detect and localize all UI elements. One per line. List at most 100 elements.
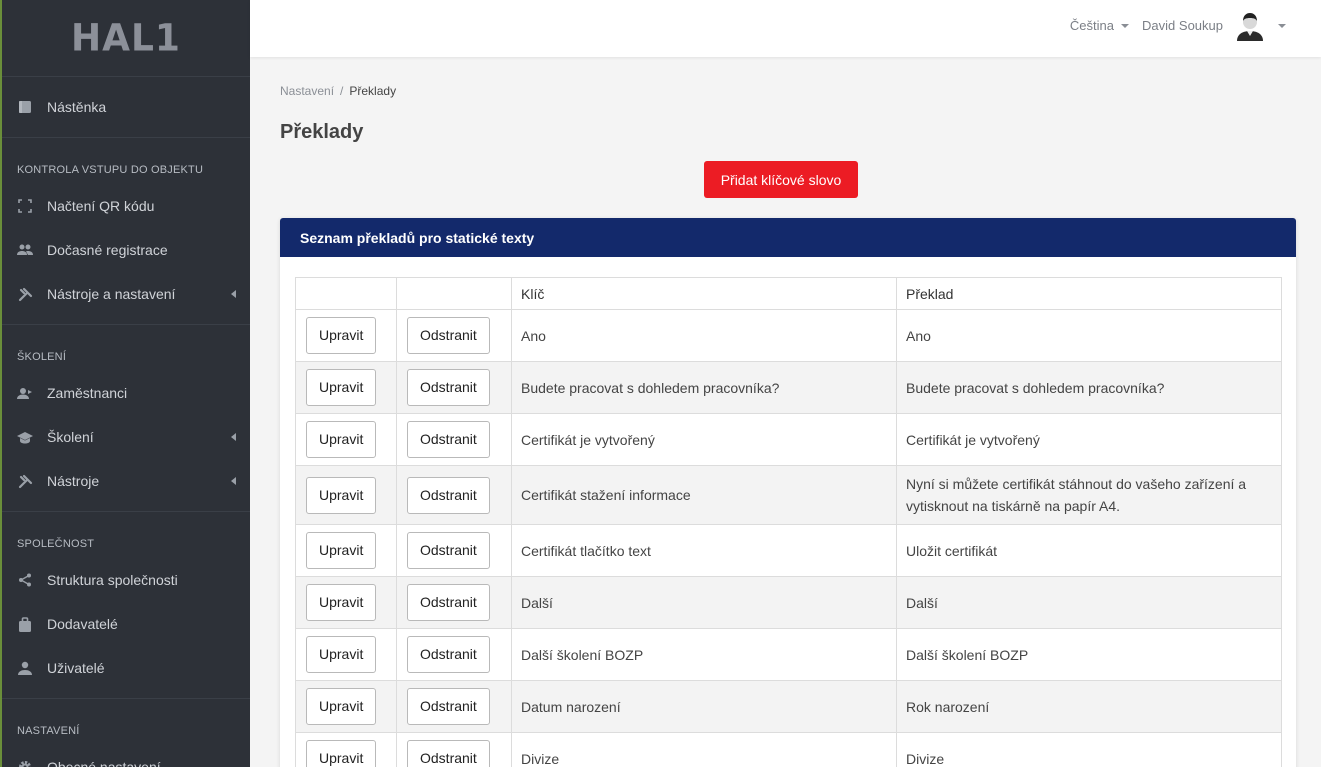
translations-table-wrap: Klíč Překlad Upravit Odstranit Ano Ano Uprav… [295,277,1282,767]
delete-cell: Odstranit [396,413,512,466]
edit-cell: Upravit [295,576,397,629]
delete-cell: Odstranit [396,576,512,629]
column-header-translation: Překlad [896,277,1282,310]
table-row: Upravit Odstranit Certifikát je vytvořený C… [295,413,1282,466]
translation-cell: Rok narození [896,680,1282,733]
user-menu-caret-icon[interactable] [1278,24,1286,28]
delete-button[interactable]: Odstranit [407,317,490,354]
add-keyword-button[interactable]: Přidat klíčové slovo [704,161,858,198]
table-row: Upravit Odstranit Další školení BOZP Další … [295,628,1282,681]
delete-button[interactable]: Odstranit [407,532,490,569]
sidebar-item-label: Dodavatelé [47,616,118,632]
column-header-edit [295,277,397,310]
edit-button[interactable]: Upravit [306,317,377,354]
table-row: Upravit Odstranit Budete pracovat s dohled… [295,361,1282,414]
table-row: Upravit Odstranit Certifikát tlačítko text… [295,524,1282,577]
table-row: Upravit Odstranit Ano Ano [295,309,1282,362]
avatar[interactable] [1235,11,1265,41]
delete-cell: Odstranit [396,732,512,767]
edit-button[interactable]: Upravit [306,369,377,406]
sidebar-item-suppliers[interactable]: Dodavatelé [2,602,250,646]
translation-cell: Nyní si můžete certifikát stáhnout do va… [896,465,1282,525]
tools-icon [17,473,33,489]
sidebar-heading-training: Školení [17,351,67,363]
edit-cell: Upravit [295,465,397,525]
key-cell: Certifikát stažení informace [511,465,897,525]
user-icon [17,660,33,676]
translation-cell: Certifikát je vytvořený [896,413,1282,466]
card-title: Seznam překladů pro statické texty [280,218,1296,257]
employees-icon [17,385,33,401]
translation-cell: Uložit certifikát [896,524,1282,577]
edit-button[interactable]: Upravit [306,688,377,725]
graduation-cap-icon [17,429,33,445]
sidebar-heading-settings: Nastavení [17,725,80,737]
translation-cell: Budete pracovat s dohledem pracovníka? [896,361,1282,414]
caret-down-icon [1121,23,1129,28]
edit-button[interactable]: Upravit [306,476,377,514]
sidebar-item-users[interactable]: Uživatelé [2,646,250,690]
topbar: Čeština David Soukup [250,0,1321,57]
delete-button[interactable]: Odstranit [407,740,490,767]
edit-button[interactable]: Upravit [306,636,377,673]
edit-cell: Upravit [295,524,397,577]
delete-button[interactable]: Odstranit [407,421,490,458]
delete-button[interactable]: Odstranit [407,636,490,673]
delete-cell: Odstranit [396,465,512,525]
key-cell: Další [511,576,897,629]
edit-cell: Upravit [295,361,397,414]
delete-button[interactable]: Odstranit [407,476,490,514]
sidebar-item-general-settings[interactable]: Obecné nastavení [2,745,250,767]
sidebar-item-label: Nástěnka [47,99,107,115]
page-title: Překlady [280,121,364,143]
delete-cell: Odstranit [396,309,512,362]
delete-button[interactable]: Odstranit [407,369,490,406]
edit-button[interactable]: Upravit [306,421,377,458]
table-header-row: Klíč Překlad [295,277,1282,310]
breadcrumb-current: Překlady [349,84,397,98]
edit-button[interactable]: Upravit [306,740,377,767]
sidebar-item-temporary-registrations[interactable]: Dočasné registrace [2,228,250,272]
edit-button[interactable]: Upravit [306,584,377,621]
dashboard-icon [17,99,33,115]
table-row: Upravit Odstranit Certifikát stažení infor… [295,465,1282,525]
key-cell: Divize [511,732,897,767]
brand-logo[interactable]: HAL1 [71,16,181,60]
column-header-key: Klíč [511,277,897,310]
edit-cell: Upravit [295,309,397,362]
key-cell: Další školení BOZP [511,628,897,681]
sidebar-item-label: Nástroje a nastavení [47,286,176,302]
tools-icon [17,286,33,302]
table-row: Upravit Odstranit Datum narození Rok naroze… [295,680,1282,733]
breadcrumb: Nastavení / Překlady [280,84,396,98]
sidebar-item-dashboard[interactable]: Nástěnka [2,77,250,137]
edit-button[interactable]: Upravit [306,532,377,569]
translations-card: Seznam překladů pro statické texty Klíč … [280,218,1296,767]
sidebar-item-label: Školení [47,429,94,445]
translation-cell: Ano [896,309,1282,362]
sidebar-heading-access: Kontrola vstupu do objektu [17,164,204,176]
briefcase-icon [17,616,33,632]
key-cell: Datum narození [511,680,897,733]
delete-button[interactable]: Odstranit [407,688,490,725]
sidebar-item-label: Dočasné registrace [47,242,168,258]
sidebar-item-company-structure[interactable]: Struktura společnosti [2,558,250,602]
translation-cell: Další školení BOZP [896,628,1282,681]
sidebar-item-employees[interactable]: Zaměstnanci [2,371,250,415]
chevron-left-icon [231,477,236,485]
sidebar-heading-company: Společnost [17,538,95,550]
key-cell: Certifikát je vytvořený [511,413,897,466]
delete-button[interactable]: Odstranit [407,584,490,621]
sidebar-item-training[interactable]: Školení [2,415,250,459]
language-dropdown[interactable]: Čeština [1070,18,1129,33]
chevron-left-icon [231,433,236,441]
sidebar-item-label: Zaměstnanci [47,385,128,401]
user-name[interactable]: David Soukup [1142,18,1223,33]
sidebar-item-qr-scan[interactable]: Načtení QR kódu [2,184,250,228]
sidebar-item-tools-settings[interactable]: Nástroje a nastavení [2,272,250,316]
edit-cell: Upravit [295,680,397,733]
sidebar-item-tools[interactable]: Nástroje [2,459,250,503]
sidebar-item-label: Struktura společnosti [47,572,178,588]
edit-cell: Upravit [295,628,397,681]
breadcrumb-parent[interactable]: Nastavení [280,84,335,98]
